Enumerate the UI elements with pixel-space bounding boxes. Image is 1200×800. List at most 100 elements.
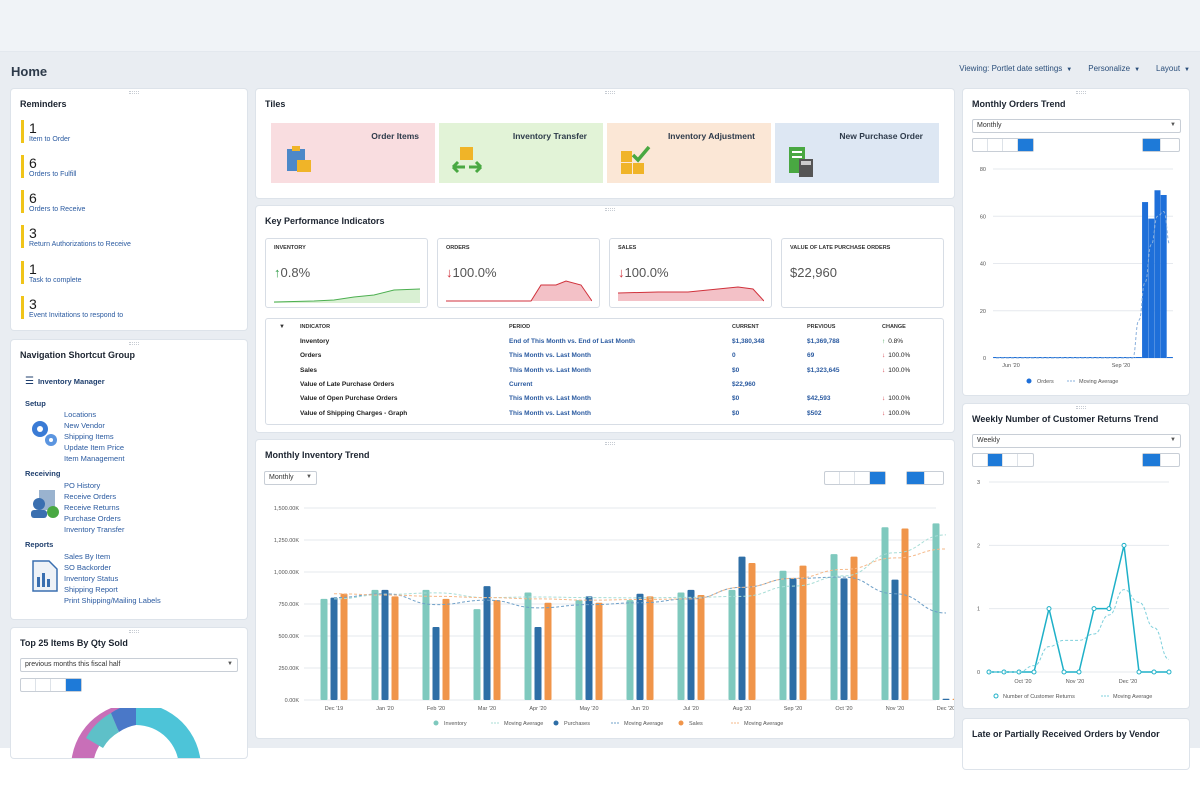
- drag-handle[interactable]: [129, 342, 139, 345]
- drag-handle[interactable]: [1076, 91, 1086, 94]
- reminder-label[interactable]: Item to Order: [29, 136, 71, 143]
- bar-sales: [901, 528, 909, 700]
- nav-link-inventory-transfer[interactable]: Inventory Transfer: [64, 525, 125, 534]
- personalize-link[interactable]: Personalize ▼: [1088, 64, 1140, 73]
- nav-link-receive-returns[interactable]: Receive Returns: [64, 503, 120, 512]
- reminder-label[interactable]: Return Authorizations to Receive: [29, 241, 131, 248]
- kpi-card-inventory[interactable]: INVENTORY ↑0.8%: [265, 238, 428, 308]
- pie-chart-button[interactable]: [66, 679, 81, 691]
- kpi-card-orders[interactable]: ORDERS ↓100.0%: [437, 238, 600, 308]
- moving-average-off-button[interactable]: [925, 472, 943, 484]
- change-value: 100.0%: [888, 352, 911, 360]
- bar-purchases: [636, 593, 644, 700]
- bar-horizontal-button[interactable]: [1003, 454, 1018, 466]
- line-chart-button[interactable]: [988, 139, 1003, 151]
- drag-handle[interactable]: [605, 442, 615, 445]
- cell-current[interactable]: $1,380,348: [732, 338, 765, 345]
- arrow-down-icon: ↓: [882, 409, 886, 417]
- nav-link-shipping-items[interactable]: Shipping Items: [64, 432, 114, 441]
- bar-inventory: [881, 527, 889, 700]
- inventory-manager-menu[interactable]: ☰ Inventory Manager: [25, 376, 105, 387]
- cell-current[interactable]: 0: [732, 352, 736, 360]
- reminder-label[interactable]: Event Invitations to respond to: [29, 312, 124, 319]
- cell-period[interactable]: This Month vs. Last Month: [509, 409, 591, 417]
- line-chart-button[interactable]: [21, 679, 36, 691]
- portlet-date-settings-link[interactable]: Viewing: Portlet date settings ▼: [959, 64, 1072, 73]
- nav-link-purchase-orders[interactable]: Purchase Orders: [64, 514, 121, 523]
- tile-inventory-transfer[interactable]: Inventory Transfer: [439, 123, 603, 183]
- top25-period-select[interactable]: previous months this fiscal half ▼: [20, 658, 238, 672]
- tile-order-items[interactable]: Order Items: [271, 123, 435, 183]
- nav-link-so-backorder[interactable]: SO Backorder: [64, 563, 112, 572]
- cell-current[interactable]: $0: [732, 366, 740, 374]
- area-chart-button[interactable]: [973, 139, 988, 151]
- kpi-card-sales[interactable]: SALES ↓100.0%: [609, 238, 772, 308]
- column-chart-button[interactable]: [51, 679, 66, 691]
- nav-link-update-item-price[interactable]: Update Item Price: [64, 443, 125, 452]
- bar-horizontal-button[interactable]: [855, 472, 870, 484]
- area-chart-button[interactable]: [825, 472, 840, 484]
- drag-handle[interactable]: [129, 630, 139, 633]
- inventory-period-select[interactable]: Monthly ▼: [264, 471, 317, 485]
- moving-average-off-button[interactable]: [1161, 454, 1179, 466]
- kpi-card-late-po-value[interactable]: VALUE OF LATE PURCHASE ORDERS $22,960: [781, 238, 944, 308]
- reminder-label[interactable]: Orders to Fulfill: [29, 171, 77, 178]
- cell-previous[interactable]: $502: [807, 409, 822, 417]
- drag-handle[interactable]: [605, 208, 615, 211]
- nav-link-shipping-report[interactable]: Shipping Report: [64, 585, 118, 594]
- cell-previous[interactable]: $1,369,788: [807, 338, 840, 345]
- nav-link-item-management[interactable]: Item Management: [64, 454, 125, 463]
- cell-current[interactable]: $22,960: [732, 380, 756, 388]
- cell-previous[interactable]: 69: [807, 352, 815, 360]
- drag-handle[interactable]: [129, 91, 139, 94]
- bar-sales: [952, 698, 954, 700]
- cell-previous[interactable]: $42,593: [807, 395, 831, 403]
- column-chart-button[interactable]: [1018, 454, 1033, 466]
- moving-average-on-button[interactable]: [907, 472, 925, 484]
- column-chart-button[interactable]: [1018, 139, 1033, 151]
- cell-current[interactable]: $0: [732, 409, 740, 417]
- reminder-item[interactable]: 1 Task to complete: [21, 261, 221, 284]
- nav-link-new-vendor[interactable]: New Vendor: [64, 421, 105, 430]
- reminder-item[interactable]: 1 Item to Order: [21, 120, 221, 143]
- tile-new-purchase-order[interactable]: New Purchase Order: [775, 123, 939, 183]
- cell-period[interactable]: This Month vs. Last Month: [509, 352, 591, 360]
- tile-inventory-adjustment[interactable]: Inventory Adjustment: [607, 123, 771, 183]
- line-chart-button[interactable]: [988, 454, 1003, 466]
- cell-current[interactable]: $0: [732, 395, 740, 403]
- nav-link-receive-orders[interactable]: Receive Orders: [64, 492, 117, 501]
- moving-average-off-button[interactable]: [1161, 139, 1179, 151]
- area-chart-button[interactable]: [973, 454, 988, 466]
- column-chart-button[interactable]: [870, 472, 885, 484]
- returns-period-select[interactable]: Weekly ▼: [972, 434, 1181, 448]
- cell-period[interactable]: Current: [509, 380, 533, 388]
- layout-link[interactable]: Layout ▼: [1156, 64, 1190, 73]
- nav-link-inventory-status[interactable]: Inventory Status: [64, 574, 119, 583]
- drag-handle[interactable]: [605, 91, 615, 94]
- bar-purchases: [432, 627, 440, 700]
- cell-period[interactable]: End of This Month vs. End of Last Month: [509, 338, 636, 345]
- collapse-caret-icon[interactable]: ▼: [279, 324, 285, 330]
- moving-average-on-button[interactable]: [1143, 139, 1161, 151]
- reminder-item[interactable]: 3 Event Invitations to respond to: [21, 296, 221, 319]
- orders-period-select[interactable]: Monthly ▼: [972, 119, 1181, 133]
- nav-link-locations[interactable]: Locations: [64, 410, 97, 419]
- nav-link-po-history[interactable]: PO History: [64, 481, 101, 490]
- select-value: Monthly: [977, 122, 1002, 129]
- cell-period[interactable]: This Month vs. Last Month: [509, 395, 591, 403]
- nav-link-sales-by-item[interactable]: Sales By Item: [64, 552, 111, 561]
- cell-previous[interactable]: $1,323,645: [807, 366, 840, 374]
- reminder-item[interactable]: 6 Orders to Fulfill: [21, 155, 221, 178]
- orders-trend-portlet: Monthly Orders Trend Monthly ▼ 0 20 40 60 80 J…: [963, 89, 1189, 395]
- reminder-label[interactable]: Orders to Receive: [29, 206, 86, 213]
- bar-horizontal-button[interactable]: [36, 679, 51, 691]
- reminder-item[interactable]: 3 Return Authorizations to Receive: [21, 225, 221, 248]
- reminder-label[interactable]: Task to complete: [29, 277, 82, 284]
- reminder-item[interactable]: 6 Orders to Receive: [21, 190, 221, 213]
- moving-average-on-button[interactable]: [1143, 454, 1161, 466]
- bar-horizontal-button[interactable]: [1003, 139, 1018, 151]
- drag-handle[interactable]: [1076, 406, 1086, 409]
- cell-period[interactable]: This Month vs. Last Month: [509, 366, 591, 374]
- nav-link-print-shipping-labels[interactable]: Print Shipping/Mailing Labels: [64, 596, 161, 605]
- line-chart-button[interactable]: [840, 472, 855, 484]
